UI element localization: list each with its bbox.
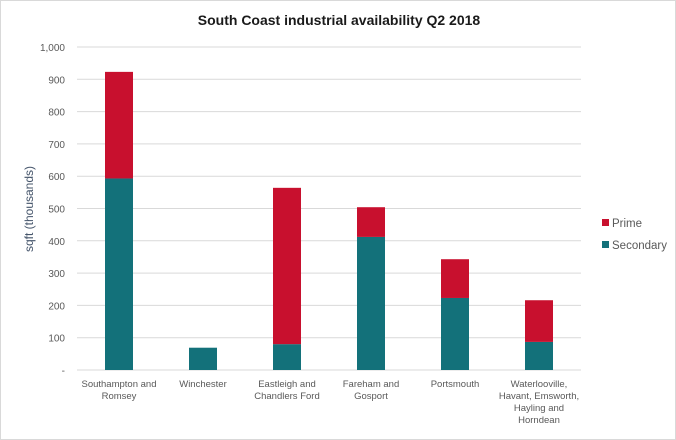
bar-secondary xyxy=(525,341,553,370)
x-tick-label: Southampton and xyxy=(81,379,156,390)
x-tick-label: Horndean xyxy=(518,415,560,426)
bar-secondary xyxy=(441,297,469,370)
legend-swatch-secondary xyxy=(602,241,609,248)
y-tick-label: 1,000 xyxy=(40,43,65,54)
x-tick-label: Waterlooville, xyxy=(511,379,568,390)
bar-secondary xyxy=(189,347,217,370)
legend-label-secondary: Secondary xyxy=(612,240,667,252)
y-tick-label: 800 xyxy=(48,108,65,119)
x-tick-label: Eastleigh and xyxy=(258,379,316,390)
y-tick-label: - xyxy=(62,366,65,377)
x-tick-label: Hayling and xyxy=(514,403,564,414)
x-tick-label: Havant, Emsworth, xyxy=(499,391,579,402)
x-tick-label: Chandlers Ford xyxy=(254,391,319,402)
bar-prime xyxy=(105,71,133,179)
y-tick-label: 900 xyxy=(48,75,65,86)
y-tick-label: 500 xyxy=(48,205,65,216)
y-tick-label: 700 xyxy=(48,140,65,151)
y-tick-label: 300 xyxy=(48,269,65,280)
y-tick-label: 600 xyxy=(48,172,65,183)
x-tick-label: Gosport xyxy=(354,391,388,402)
bar-prime xyxy=(441,259,469,298)
x-tick-label: Winchester xyxy=(179,379,227,390)
bar-secondary xyxy=(273,344,301,370)
legend-swatch-prime xyxy=(602,219,609,226)
bar-secondary xyxy=(357,236,385,370)
bar-prime xyxy=(273,187,301,345)
x-tick-label: Fareham and xyxy=(343,379,400,390)
y-tick-label: 200 xyxy=(48,301,65,312)
x-tick-label: Portsmouth xyxy=(431,379,480,390)
bar-prime xyxy=(525,300,553,342)
y-tick-label: 400 xyxy=(48,237,65,248)
chart-title: South Coast industrial availability Q2 2… xyxy=(197,12,481,28)
x-tick-label: Romsey xyxy=(102,391,137,402)
y-tick-label: 100 xyxy=(48,334,65,345)
bar-prime xyxy=(357,207,385,237)
bar-secondary xyxy=(105,178,133,370)
legend-label-prime: Prime xyxy=(612,218,642,230)
